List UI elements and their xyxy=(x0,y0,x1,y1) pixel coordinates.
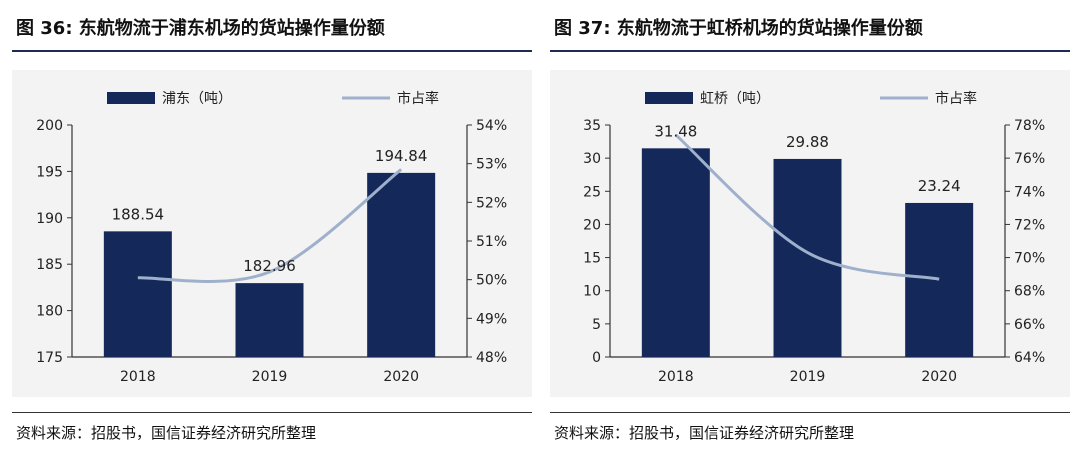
bar-2018 xyxy=(103,231,172,357)
source-divider xyxy=(12,412,532,413)
x-tick-label: 2018 xyxy=(120,369,156,385)
y-tick-label: 35 xyxy=(583,118,601,134)
y2-tick-label: 78% xyxy=(1014,118,1045,134)
chart-panel-hongqiao: 图 37: 东航物流于虹桥机场的货站操作量份额 0 5 10 15 20 25 30 35 64… xyxy=(550,0,1070,449)
figure-title: 图 36: 东航物流于浦东机场的货站操作量份额 xyxy=(16,18,385,39)
series-line-market-share xyxy=(674,133,940,281)
y-tick-label: 200 xyxy=(36,118,63,134)
y-tick-label: 195 xyxy=(36,164,63,180)
y2-tick-label: 48% xyxy=(476,350,507,366)
bar-2019 xyxy=(773,158,842,357)
y2-tick-label: 51% xyxy=(476,234,507,250)
y-tick-label: 15 xyxy=(583,251,601,267)
data-label: 23.24 xyxy=(918,177,961,195)
legend-label-line: 市占率 xyxy=(397,90,439,107)
y-tick-label: 30 xyxy=(583,151,601,167)
y2-tick-label: 53% xyxy=(476,157,507,173)
x-tick-label: 2019 xyxy=(790,369,826,385)
y2-tick-label: 68% xyxy=(1014,284,1045,300)
bar-2018 xyxy=(641,148,710,357)
data-label: 194.84 xyxy=(375,147,428,165)
y2-tick-label: 74% xyxy=(1014,184,1045,200)
source-note: 资料来源：招股书，国信证券经济研究所整理 xyxy=(16,424,317,442)
y2-tick-label: 49% xyxy=(476,311,507,327)
source-note: 资料来源：招股书，国信证券经济研究所整理 xyxy=(554,424,855,442)
y2-tick-label: 50% xyxy=(476,273,507,289)
x-tick-label: 2018 xyxy=(658,369,694,385)
figure-title-bar: 图 36: 东航物流于浦东机场的货站操作量份额 xyxy=(12,0,532,52)
series-line-market-share xyxy=(137,168,403,283)
x-tick-label: 2020 xyxy=(921,369,957,385)
chart-area: 0 5 10 15 20 25 30 35 64% 66% 68% 70% 72% 74% 76% 78% 31… xyxy=(550,70,1070,397)
x-tick-label: 2019 xyxy=(252,369,288,385)
chart-svg: 175 180 185 190 195 200 48% 49% 50% 51% 52% 53% 54% 1… xyxy=(36,90,507,385)
y-tick-label: 180 xyxy=(36,304,63,320)
y2-tick-label: 72% xyxy=(1014,217,1045,233)
source-divider xyxy=(550,412,1070,413)
y-tick-label: 5 xyxy=(592,317,601,333)
y-tick-label: 20 xyxy=(583,217,601,233)
y2-tick-label: 76% xyxy=(1014,151,1045,167)
figure-title: 图 37: 东航物流于虹桥机场的货站操作量份额 xyxy=(554,18,923,39)
data-label: 182.96 xyxy=(243,257,296,275)
y2-tick-label: 66% xyxy=(1014,317,1045,333)
legend-swatch-bar xyxy=(107,92,155,104)
chart-panel-pudong: 图 36: 东航物流于浦东机场的货站操作量份额 175 180 185 190 195 2… xyxy=(12,0,532,449)
data-label: 29.88 xyxy=(786,133,829,151)
chart-area: 175 180 185 190 195 200 48% 49% 50% 51% 52% 53% 54% 1… xyxy=(12,70,532,397)
legend-label-line: 市占率 xyxy=(935,90,977,107)
y-tick-label: 25 xyxy=(583,184,601,200)
y2-tick-label: 64% xyxy=(1014,350,1045,366)
x-tick-label: 2020 xyxy=(383,369,419,385)
legend-label-bar: 虹桥（吨） xyxy=(700,91,770,107)
data-label: 188.54 xyxy=(112,205,165,223)
y-tick-label: 0 xyxy=(592,350,601,366)
bar-2020 xyxy=(367,172,436,357)
bar-2020 xyxy=(905,202,974,357)
y2-tick-label: 52% xyxy=(476,195,507,211)
legend-swatch-bar xyxy=(645,92,693,104)
y2-tick-label: 70% xyxy=(1014,251,1045,267)
figure-title-bar: 图 37: 东航物流于虹桥机场的货站操作量份额 xyxy=(550,0,1070,52)
bar-2019 xyxy=(235,283,304,357)
data-label: 31.48 xyxy=(654,122,697,140)
chart-svg: 0 5 10 15 20 25 30 35 64% 66% 68% 70% 72% 74% 76% 78% 31… xyxy=(583,90,1045,385)
y-tick-label: 10 xyxy=(583,284,601,300)
legend-label-bar: 浦东（吨） xyxy=(162,91,232,107)
y-tick-label: 190 xyxy=(36,211,63,227)
y2-tick-label: 54% xyxy=(476,118,507,134)
y-tick-label: 175 xyxy=(36,350,63,366)
y-tick-label: 185 xyxy=(36,257,63,273)
